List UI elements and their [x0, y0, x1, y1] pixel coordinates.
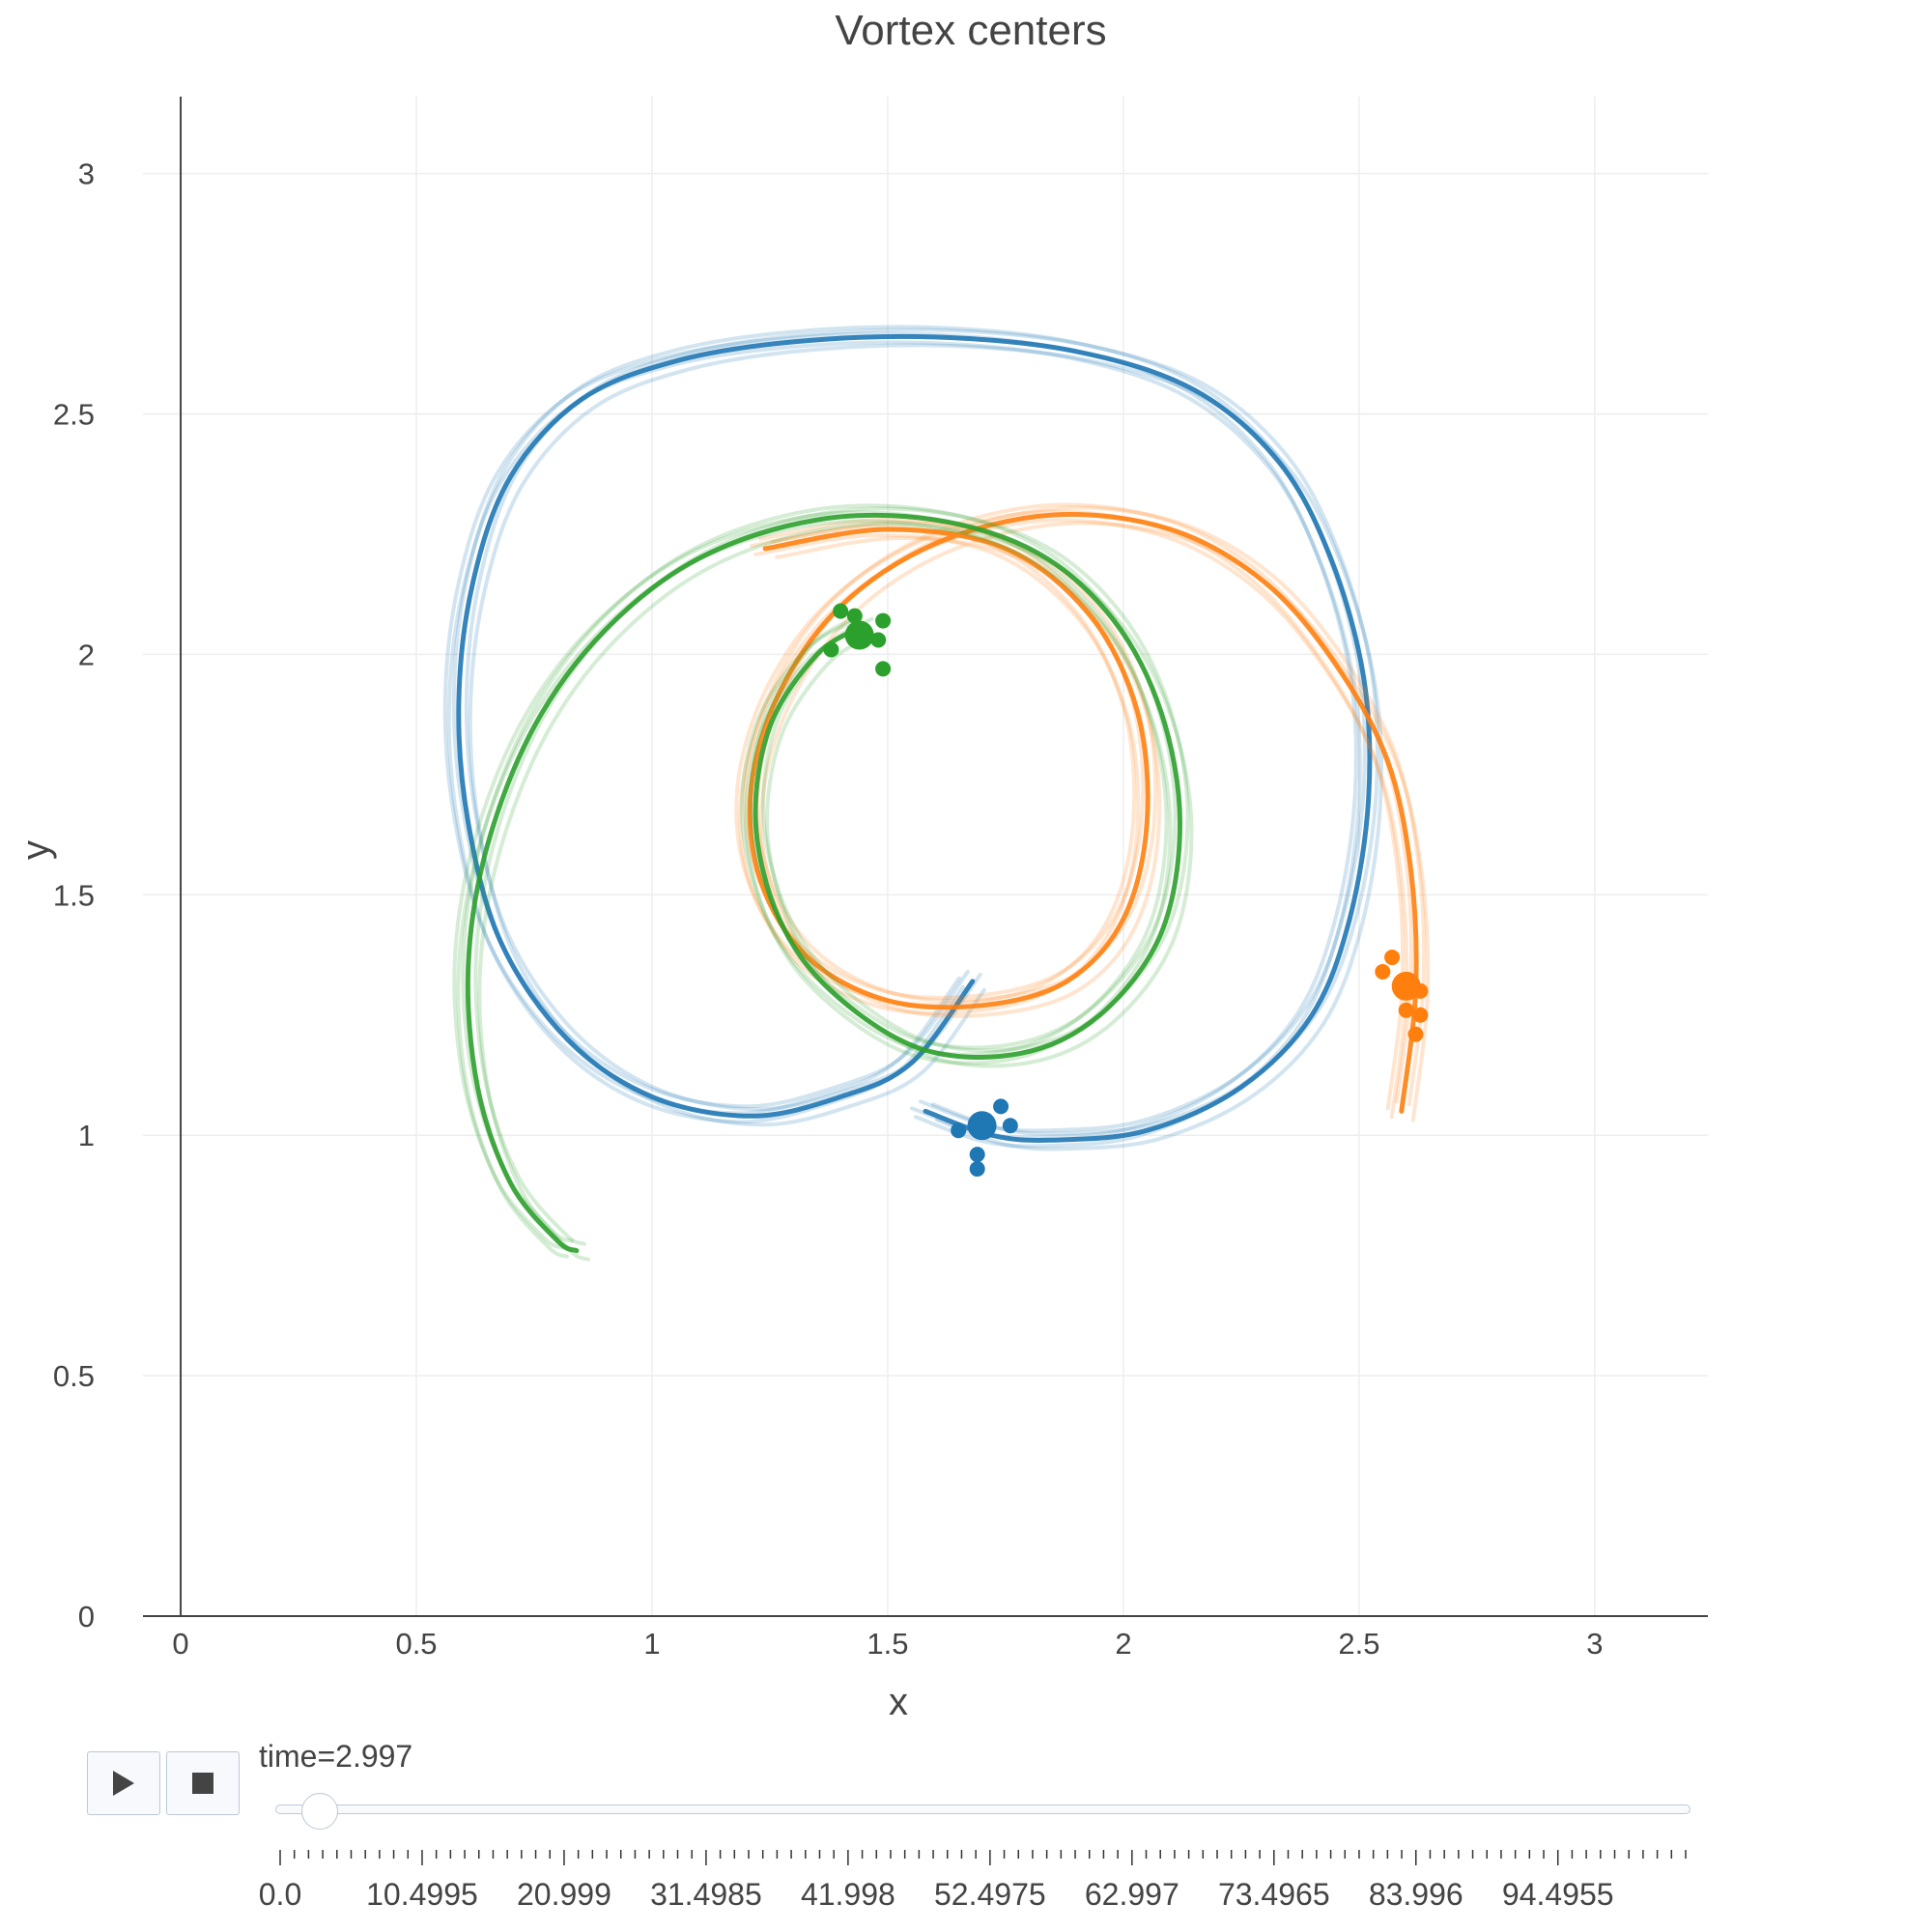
- vortex-point: [1398, 1002, 1414, 1018]
- vortex-point: [1002, 1118, 1018, 1134]
- vortex-point: [846, 608, 863, 624]
- trail-main: [747, 512, 1419, 1114]
- x-tick-label: 1: [643, 1627, 660, 1661]
- trail-faint: [456, 519, 1173, 1259]
- x-tick-labels: 0 0.5 1 1.5 2 2.5 3: [172, 1627, 1603, 1661]
- trail-faint: [738, 518, 1409, 1120]
- trajectory-trails: [442, 325, 1431, 1262]
- chart-title: Vortex centers: [835, 7, 1106, 54]
- slider-value: 2.997: [335, 1739, 413, 1774]
- vortex-center: [844, 620, 874, 650]
- y-axis-title: y: [14, 840, 57, 860]
- trail-faint: [442, 331, 1358, 1140]
- y-tick-label: 3: [78, 157, 95, 191]
- stop-icon: [192, 1773, 213, 1794]
- vortex-point: [823, 641, 839, 658]
- x-axis-title: x: [889, 1681, 908, 1723]
- y-tick-label: 1.5: [53, 878, 95, 912]
- vortex-point: [993, 1098, 1009, 1115]
- vortex-point: [870, 632, 887, 648]
- grid-lines: [143, 97, 1708, 1616]
- trail-faint: [452, 510, 1169, 1250]
- vortex-point: [875, 612, 892, 629]
- x-tick-label: 0.5: [395, 1627, 437, 1661]
- time-slider-handle[interactable]: [301, 1793, 339, 1830]
- trail-faint: [734, 509, 1406, 1111]
- trail-main: [465, 512, 1183, 1254]
- vortex-center: [1391, 971, 1421, 1001]
- x-tick-label: 2.5: [1338, 1627, 1379, 1661]
- play-button[interactable]: [87, 1751, 160, 1815]
- slider-current-value: time=2.997: [259, 1739, 412, 1775]
- trail-faint: [464, 327, 1379, 1136]
- vortex-point: [1412, 1007, 1429, 1023]
- y-tick-label: 1: [78, 1119, 95, 1152]
- trail-faint: [759, 521, 1431, 1122]
- x-tick-label: 3: [1586, 1627, 1603, 1661]
- stop-button[interactable]: [166, 1751, 240, 1815]
- vortex-point: [951, 1122, 967, 1139]
- y-tick-label: 2: [78, 638, 95, 671]
- vortex-point: [969, 1147, 985, 1163]
- x-tick-label: 0: [172, 1627, 188, 1661]
- x-tick-label: 1.5: [867, 1627, 908, 1661]
- vortex-point: [833, 603, 849, 619]
- vortex-point: [1407, 1026, 1424, 1042]
- vortex-point: [1384, 950, 1401, 966]
- time-slider-rail[interactable]: [275, 1804, 1690, 1814]
- y-tick-labels: 0 0.5 1 1.5 2 2.5 3: [53, 157, 95, 1634]
- y-tick-label: 0.5: [53, 1359, 95, 1393]
- slider-prefix: time=: [259, 1739, 336, 1774]
- vortex-point: [969, 1161, 985, 1178]
- trail-faint: [473, 506, 1190, 1246]
- y-tick-label: 0: [78, 1600, 95, 1634]
- vortex-center: [967, 1111, 997, 1141]
- play-icon: [113, 1771, 134, 1796]
- trail-main: [456, 333, 1373, 1143]
- y-tick-label: 2.5: [53, 398, 95, 432]
- vortex-markers: [823, 603, 1429, 1178]
- trail-faint: [477, 522, 1194, 1262]
- trail-faint: [446, 340, 1362, 1149]
- vortex-point: [875, 661, 892, 677]
- trail-faint: [451, 325, 1367, 1133]
- x-tick-label: 2: [1115, 1627, 1131, 1661]
- axes: [143, 97, 1708, 1617]
- vortex-point: [1375, 963, 1391, 980]
